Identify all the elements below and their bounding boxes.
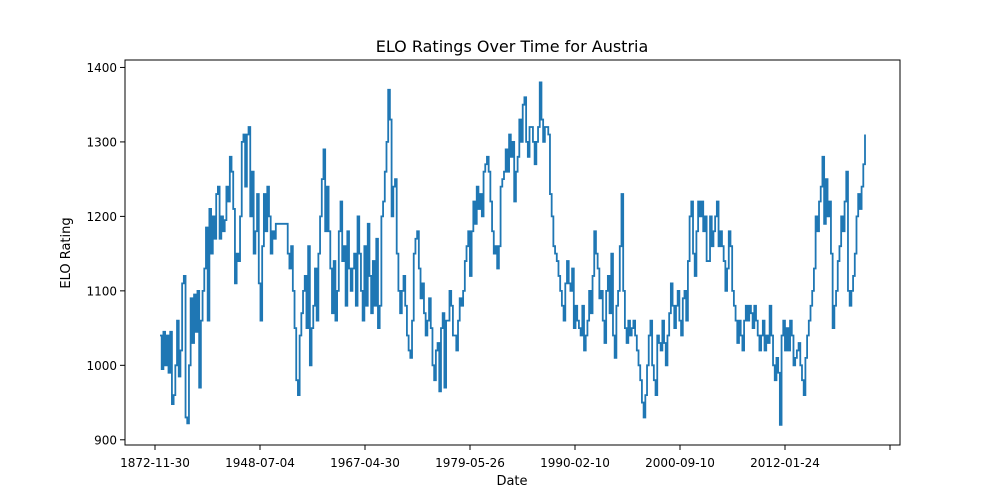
x-axis: 1872-11-30 1948-07-04 1967-04-30 1979-05-26… [120, 445, 891, 470]
x-tick-label: 1967-04-30 [330, 456, 400, 470]
y-tick-label: 1400 [86, 61, 117, 75]
x-tick-label: 2012-01-24 [750, 456, 820, 470]
x-tick-label: 1948-07-04 [225, 456, 295, 470]
y-tick-label: 1200 [86, 210, 117, 224]
x-tick-label: 1872-11-30 [120, 456, 190, 470]
x-tick-label: 1979-05-26 [435, 456, 505, 470]
x-tick-label: 2000-09-10 [645, 456, 715, 470]
chart-title: ELO Ratings Over Time for Austria [376, 37, 649, 56]
y-tick-label: 1000 [86, 359, 117, 373]
x-tick-label: 1990-02-10 [540, 456, 610, 470]
plot-area-frame [124, 59, 901, 446]
y-tick-label: 1100 [86, 284, 117, 298]
y-tick-label: 1300 [86, 135, 117, 149]
y-tick-label: 900 [94, 433, 117, 447]
y-axis-label: ELO Rating [59, 217, 74, 288]
x-axis-label: Date [496, 474, 527, 489]
y-axis: 900 1000 1100 1200 1300 1400 [86, 61, 125, 447]
series-line-austria-elo [160, 81, 866, 426]
